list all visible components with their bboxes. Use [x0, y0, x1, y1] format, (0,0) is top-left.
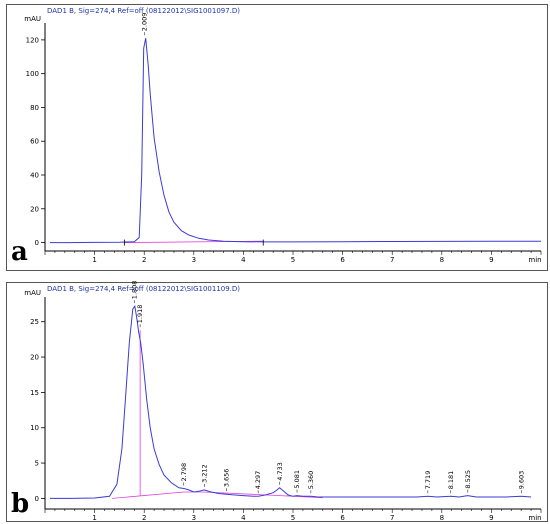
- peak-label-b: 9.603: [517, 471, 525, 490]
- y-tick-label-a: 100: [26, 70, 39, 78]
- peak-label-b: 4.297: [254, 471, 262, 490]
- x-tick-label-a: 3: [192, 256, 196, 264]
- y-tick-label-a: 40: [30, 172, 39, 180]
- x-tick-label-b: 8: [440, 514, 444, 522]
- chart-title-b: DAD1 B, Sig=274,4 Ref=off (08122012\SIG1…: [47, 285, 241, 293]
- x-tick-label-a: 2: [142, 256, 146, 264]
- y-tick-label-b: 25: [30, 318, 39, 326]
- x-tick-label-b: 6: [340, 514, 345, 522]
- y-tick-label-a: 20: [30, 205, 39, 213]
- peak-label-b: 3.656: [222, 469, 230, 488]
- x-tick-label-b: 1: [92, 514, 96, 522]
- x-tick-label-b: 2: [142, 514, 146, 522]
- y-tick-label-a: 0: [35, 239, 39, 247]
- x-tick-label-a: 1: [92, 256, 96, 264]
- x-tick-label-a: 7: [390, 256, 394, 264]
- peak-label-b: 2.798: [180, 463, 188, 482]
- x-tick-label-b: 5: [291, 514, 295, 522]
- y-tick-label-b: 0: [35, 495, 39, 503]
- panel-label-a: a: [11, 237, 28, 267]
- peak-label-b: 8.525: [464, 470, 472, 489]
- peak-label-b: 1.808: [131, 281, 139, 300]
- peak-label-b: 4.733: [276, 462, 284, 481]
- panel-label-b: b: [11, 489, 30, 519]
- y-tick-label-b: 15: [30, 389, 39, 397]
- y-tick-label-b: 5: [35, 460, 39, 468]
- x-unit-label-a: min: [528, 256, 541, 264]
- x-tick-label-b: 7: [390, 514, 394, 522]
- peak-label-b: 5.360: [307, 471, 315, 490]
- y-tick-label-b: 20: [30, 354, 39, 362]
- y-tick-label-a: 60: [30, 138, 39, 146]
- x-tick-label-a: 4: [241, 256, 246, 264]
- x-tick-label-a: 8: [440, 256, 444, 264]
- chart-b-svg: 1 2 3 4 5 6 7 8 9 min 0 5 10 15 20 25 mAU 1.808 1.918 2.798…: [24, 281, 541, 522]
- x-tick-label-b: 9: [489, 514, 493, 522]
- peak-label-b: 3.212: [200, 464, 208, 483]
- peak-label-b: 8.181: [447, 471, 455, 490]
- y-tick-label-b: 10: [30, 424, 39, 432]
- peak-label-b: 1.918: [136, 305, 144, 324]
- peak-label-b: 5.081: [293, 470, 301, 489]
- chart-a-svg: 1 2 3 4 5 6 7 8 9 min 0 20 40 60 80 100 120 mAU 2.009: [24, 13, 541, 264]
- y-tick-label-a: 80: [30, 104, 39, 112]
- chromatogram-panel-a: DAD1 B, Sig=274,4 Ref=off (08122012\SIG1…: [6, 4, 548, 271]
- y-axis-label-a: mAU: [24, 15, 41, 23]
- x-tick-label-a: 6: [340, 256, 345, 264]
- y-tick-label-a: 120: [26, 36, 39, 44]
- chart-title-a: DAD1 B, Sig=274,4 Ref=off (08122012\SIG1…: [47, 7, 241, 15]
- y-axis-label-b: mAU: [24, 289, 41, 297]
- chromatogram-panel-b: DAD1 B, Sig=274,4 Ref=off (08122012\SIG1…: [6, 281, 548, 522]
- signal-trace-a-0: [50, 38, 541, 244]
- peak-label-a: 2.009: [141, 13, 149, 32]
- peak-label-b: 7.719: [424, 471, 432, 490]
- x-tick-label-b: 4: [241, 514, 246, 522]
- signal-trace-b-0: [50, 304, 532, 499]
- x-tick-label-a: 5: [291, 256, 295, 264]
- x-unit-label-b: min: [528, 514, 541, 522]
- x-tick-label-a: 9: [489, 256, 493, 264]
- x-tick-label-b: 3: [192, 514, 196, 522]
